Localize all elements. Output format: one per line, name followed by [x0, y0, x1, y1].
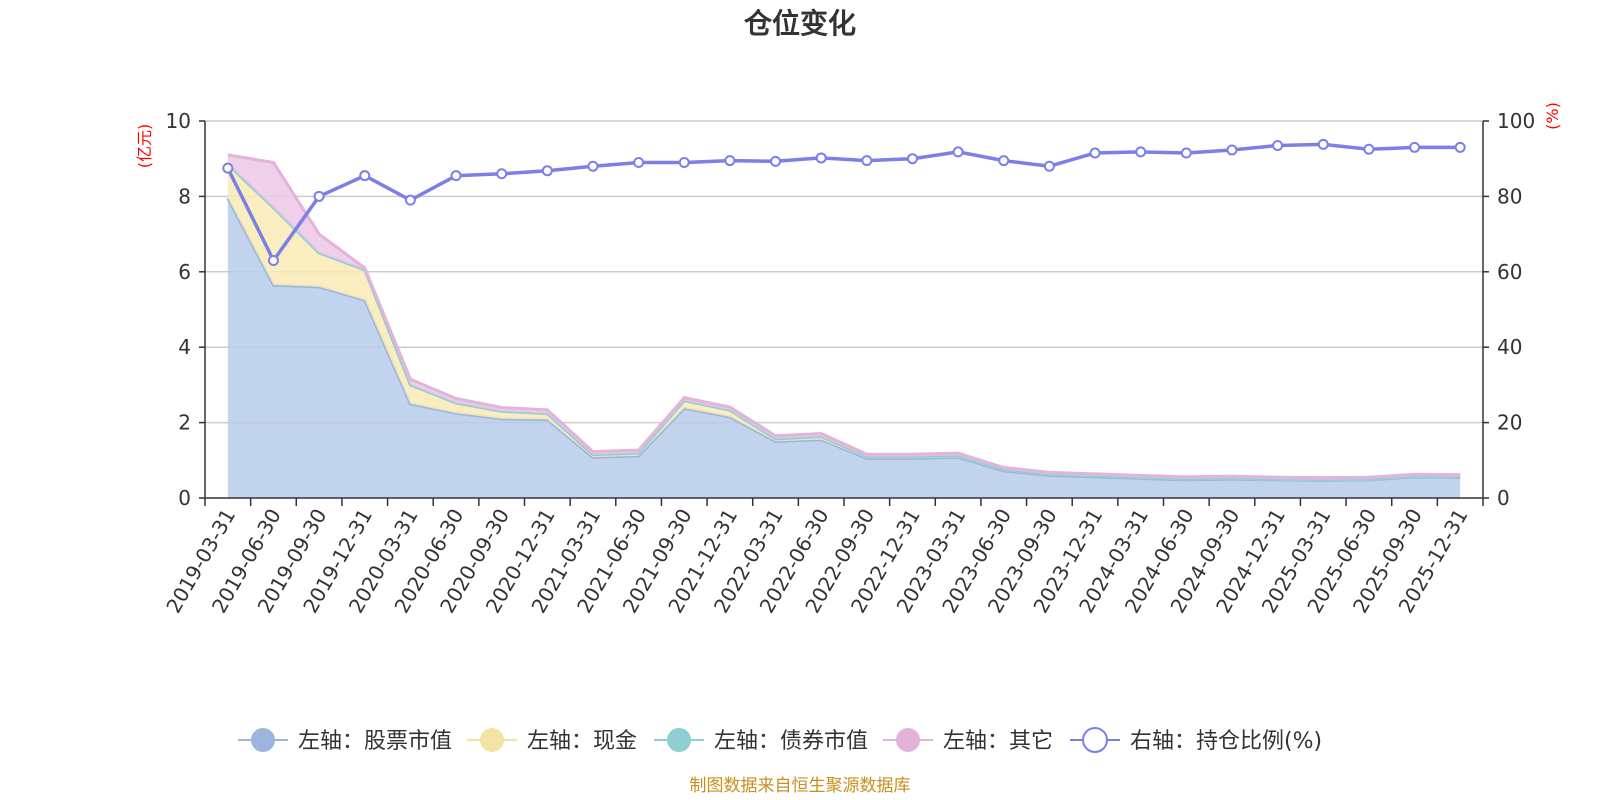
area-左轴：股票市值 — [227, 198, 1461, 499]
chart-title: 仓位变化 — [744, 7, 856, 40]
left-axis-tick-label: 6 — [178, 260, 191, 284]
ratio-point — [906, 153, 918, 165]
left-axis-tick-label: 4 — [178, 335, 191, 359]
legend-item: 左轴：股票市值 — [238, 728, 452, 754]
line-右轴：持仓比例(%) — [226, 142, 1461, 264]
legend-label: 左轴：其它 — [943, 729, 1053, 754]
legend-label: 右轴：持仓比例(%) — [1130, 729, 1322, 754]
ratio-point — [815, 152, 827, 164]
ratio-point — [222, 162, 234, 174]
right-axis-tick-label: 20 — [1497, 411, 1522, 435]
ratio-point — [861, 155, 873, 167]
left-axis-tick-label: 0 — [178, 486, 191, 510]
ratio-point — [267, 254, 279, 266]
left-axis-unit: (亿元) — [135, 124, 154, 169]
legend-marker-icon — [251, 728, 275, 752]
ratio-point — [770, 155, 782, 167]
right-axis-tick-label: 40 — [1497, 335, 1522, 359]
ratio-point — [1043, 160, 1055, 172]
ratio-point — [952, 146, 964, 158]
ratio-point — [1272, 140, 1284, 152]
legend-marker-icon — [896, 728, 920, 752]
left-axis-tick-label: 10 — [166, 109, 191, 133]
ratio-point — [1454, 141, 1466, 153]
ratio-point — [1089, 147, 1101, 159]
area-edge-左轴：其它 — [227, 153, 1461, 480]
ratio-point — [1363, 143, 1375, 155]
ratio-point — [1135, 146, 1147, 158]
legend-item: 左轴：债券市值 — [654, 728, 868, 754]
legend-label: 左轴：债券市值 — [714, 729, 868, 754]
ratio-point — [404, 194, 416, 206]
right-axis-tick-label: 100 — [1497, 109, 1535, 133]
stacked-areas — [226, 153, 1461, 499]
ratio-point — [678, 156, 690, 168]
legend-marker-icon — [480, 728, 504, 752]
legend-item: 右轴：持仓比例(%) — [1070, 727, 1322, 754]
ratio-point — [359, 170, 371, 182]
ratio-line-series — [222, 138, 1466, 266]
ratio-point — [1317, 138, 1329, 150]
ratio-point — [496, 168, 508, 180]
legend: 左轴：股票市值 左轴：现金 左轴：债券市值 左轴：其它 右轴：持仓比例(%) — [238, 727, 1322, 754]
legend-item: 左轴：现金 — [467, 728, 637, 754]
legend-label: 左轴：股票市值 — [298, 729, 452, 754]
legend-label: 左轴：现金 — [527, 729, 637, 754]
ratio-point — [450, 170, 462, 182]
ratio-point — [1409, 141, 1421, 153]
ratio-point — [724, 155, 736, 167]
ratio-point — [541, 165, 553, 177]
ratio-point — [587, 160, 599, 172]
right-axis-tick-label: 80 — [1497, 184, 1522, 208]
right-axis-unit: (%) — [1543, 102, 1562, 130]
ratio-point — [633, 156, 645, 168]
legend-marker-icon — [1082, 727, 1108, 753]
right-axis-tick-label: 0 — [1497, 486, 1510, 510]
right-axis-tick-label: 60 — [1497, 260, 1522, 284]
ratio-point — [313, 190, 325, 202]
ratio-point — [1226, 144, 1238, 156]
legend-item: 左轴：其它 — [883, 728, 1053, 754]
ratio-point — [1180, 147, 1192, 159]
legend-marker-icon — [667, 728, 691, 752]
ratio-point — [998, 155, 1010, 167]
source-note: 制图数据来自恒生聚源数据库 — [690, 776, 911, 796]
left-axis-tick-label: 2 — [178, 411, 191, 435]
left-axis-tick-label: 8 — [178, 184, 191, 208]
